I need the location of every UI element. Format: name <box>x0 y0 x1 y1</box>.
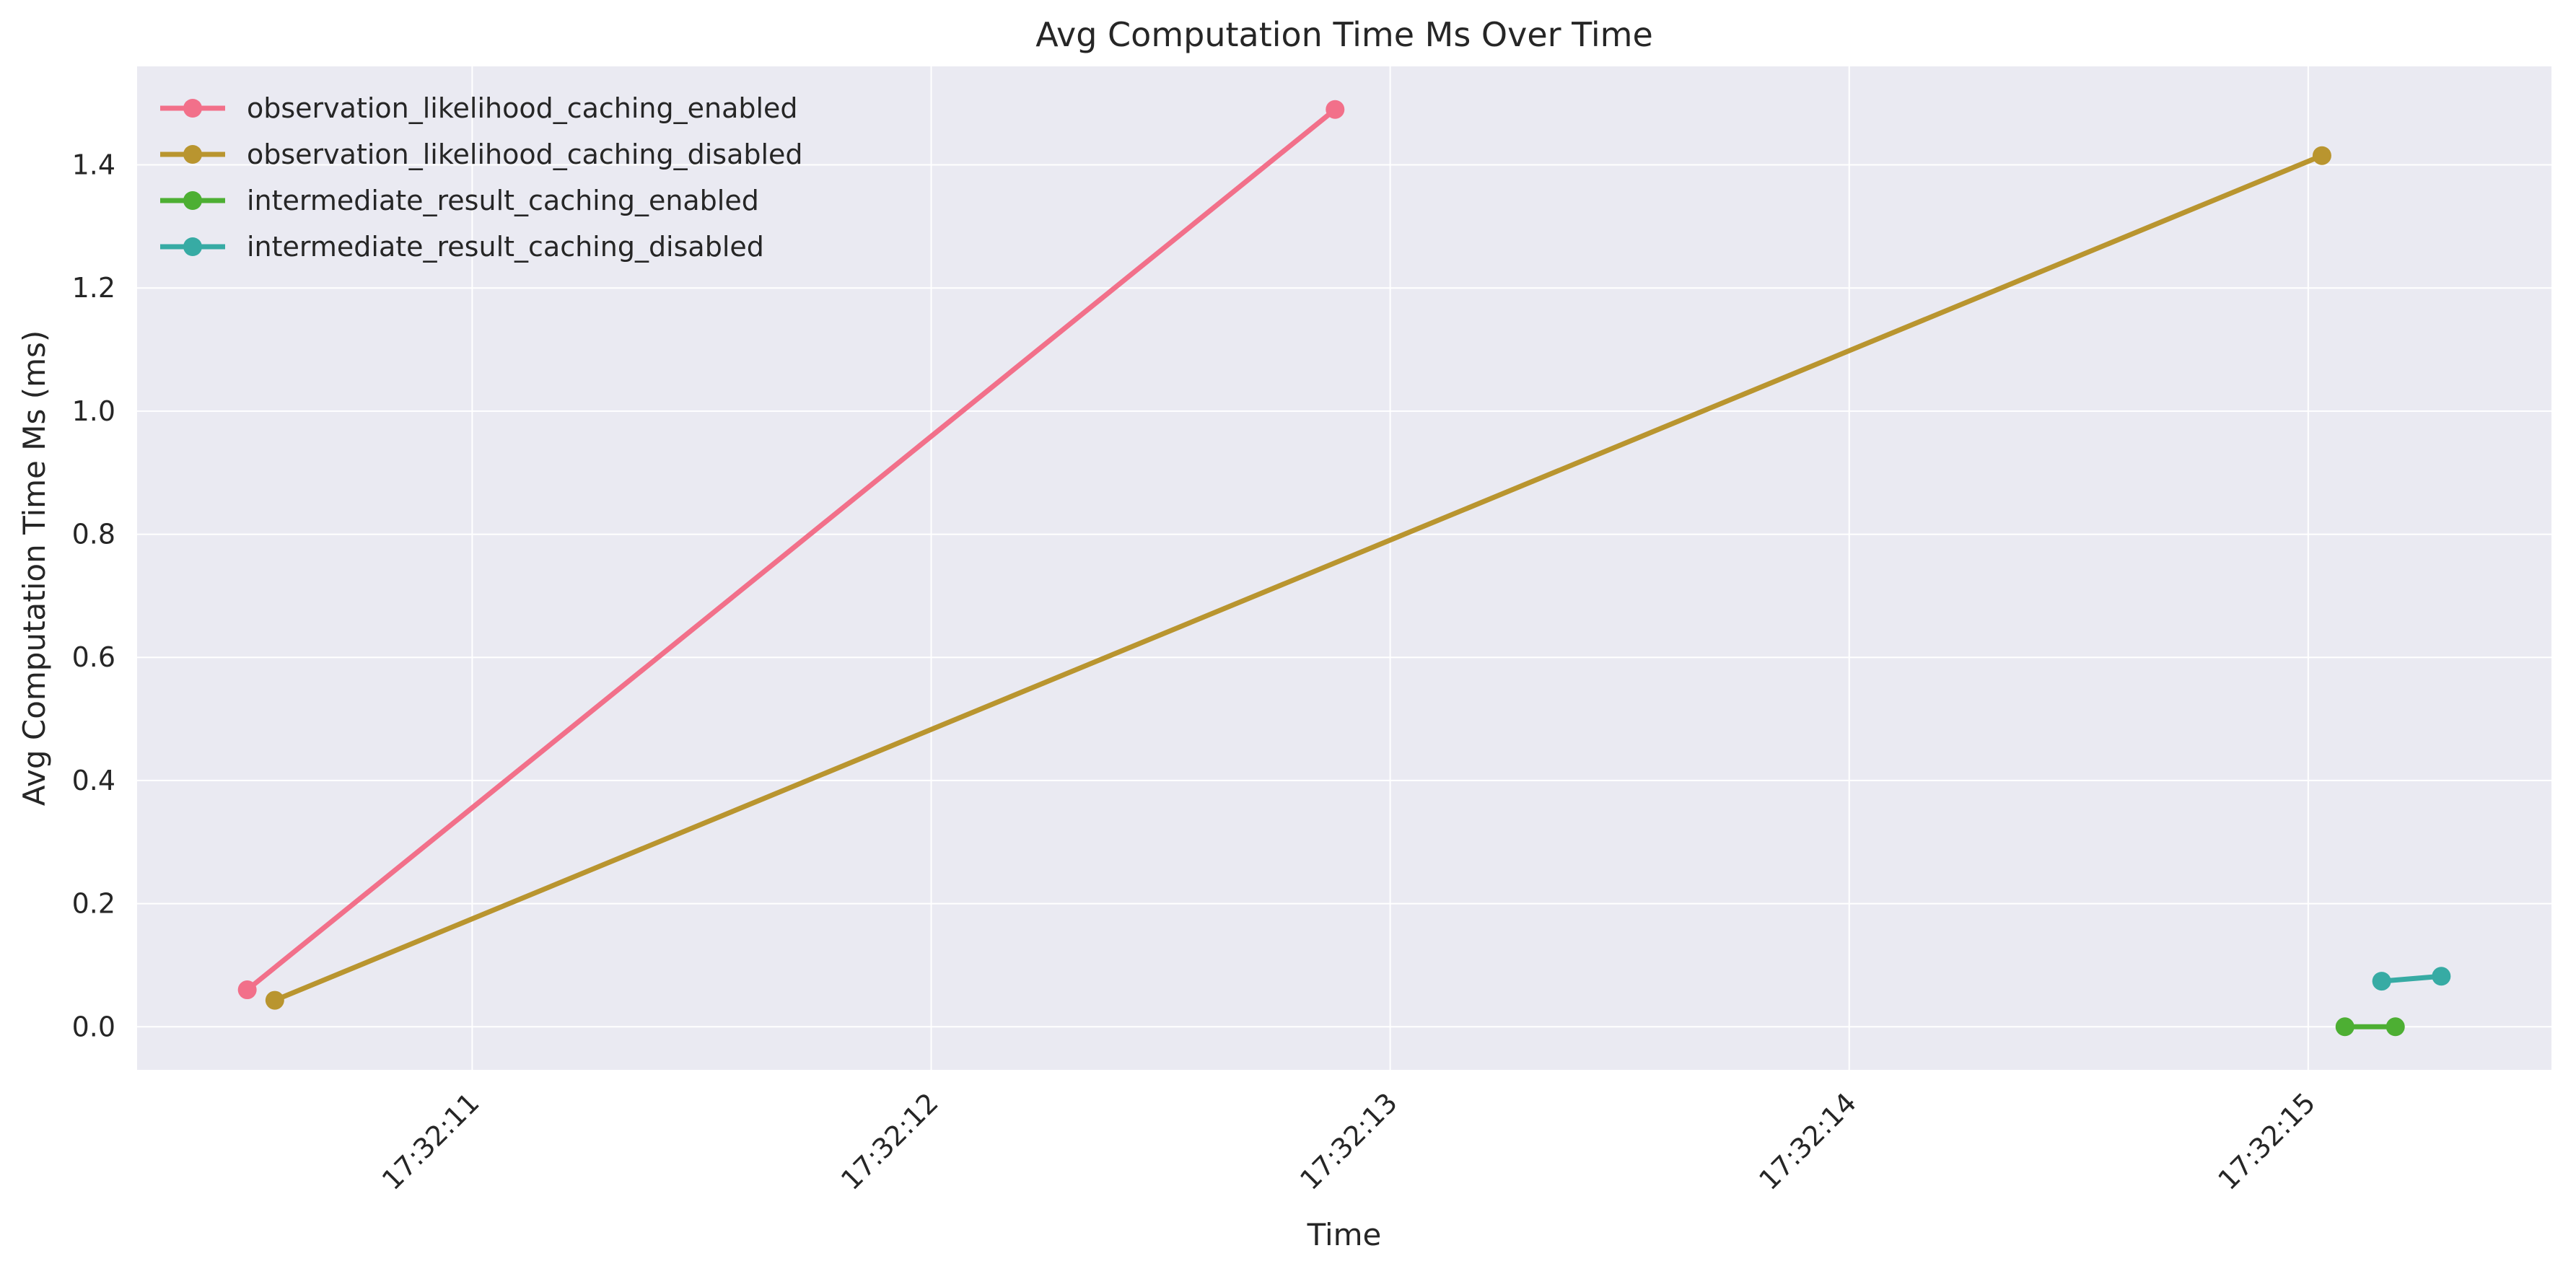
y-tick-label: 0.0 <box>72 1011 115 1042</box>
series-intermediate_result_caching_enabled <box>2335 1017 2405 1037</box>
legend: observation_likelihood_caching_enabledob… <box>160 92 803 263</box>
series-line <box>245 107 1338 993</box>
y-tick-label: 0.4 <box>72 765 115 796</box>
series-observation_likelihood_caching_disabled <box>265 146 2331 1010</box>
data-point <box>1326 100 1345 119</box>
data-point <box>2335 1017 2354 1037</box>
data-point <box>265 990 284 1010</box>
legend-label: observation_likelihood_caching_enabled <box>247 92 798 124</box>
y-tick-label: 0.2 <box>72 888 115 920</box>
legend-marker <box>183 191 202 210</box>
legend-marker <box>183 99 202 118</box>
series-observation_likelihood_caching_enabled <box>237 100 1345 1000</box>
data-point <box>237 980 257 1000</box>
legend-item: intermediate_result_caching_enabled <box>160 185 759 216</box>
legend-label: intermediate_result_caching_disabled <box>247 231 764 263</box>
y-tick-label: 0.8 <box>72 519 115 550</box>
legend-item: observation_likelihood_caching_disabled <box>160 139 803 170</box>
series-line <box>2379 973 2444 984</box>
grid-lines <box>137 66 2551 1070</box>
series-intermediate_result_caching_disabled <box>2372 967 2451 991</box>
series-line <box>272 153 2325 1003</box>
data-point <box>2312 146 2331 165</box>
legend-item: observation_likelihood_caching_enabled <box>160 92 798 124</box>
y-axis-label: Avg Computation Time Ms (ms) <box>17 330 52 807</box>
series-layer <box>237 100 2451 1037</box>
y-tick-label: 0.6 <box>72 641 115 673</box>
legend-label: observation_likelihood_caching_disabled <box>247 139 803 170</box>
x-axis-label: Time <box>1307 1217 1382 1252</box>
legend-marker <box>183 145 202 164</box>
legend-label: intermediate_result_caching_enabled <box>247 185 759 216</box>
y-tick-label: 1.4 <box>72 149 115 181</box>
y-tick-label: 1.2 <box>72 272 115 304</box>
legend-item: intermediate_result_caching_disabled <box>160 231 764 263</box>
data-point <box>2432 967 2451 986</box>
plot-area <box>137 66 2551 1070</box>
data-point <box>2372 972 2391 991</box>
y-axis-ticks: 0.0 0.2 0.4 0.6 0.8 1.0 1.2 1.4 <box>72 149 115 1043</box>
legend-marker <box>183 237 202 256</box>
chart-title: Avg Computation Time Ms Over Time <box>1035 15 1653 54</box>
y-tick-label: 1.0 <box>72 395 115 427</box>
data-point <box>2386 1017 2405 1037</box>
